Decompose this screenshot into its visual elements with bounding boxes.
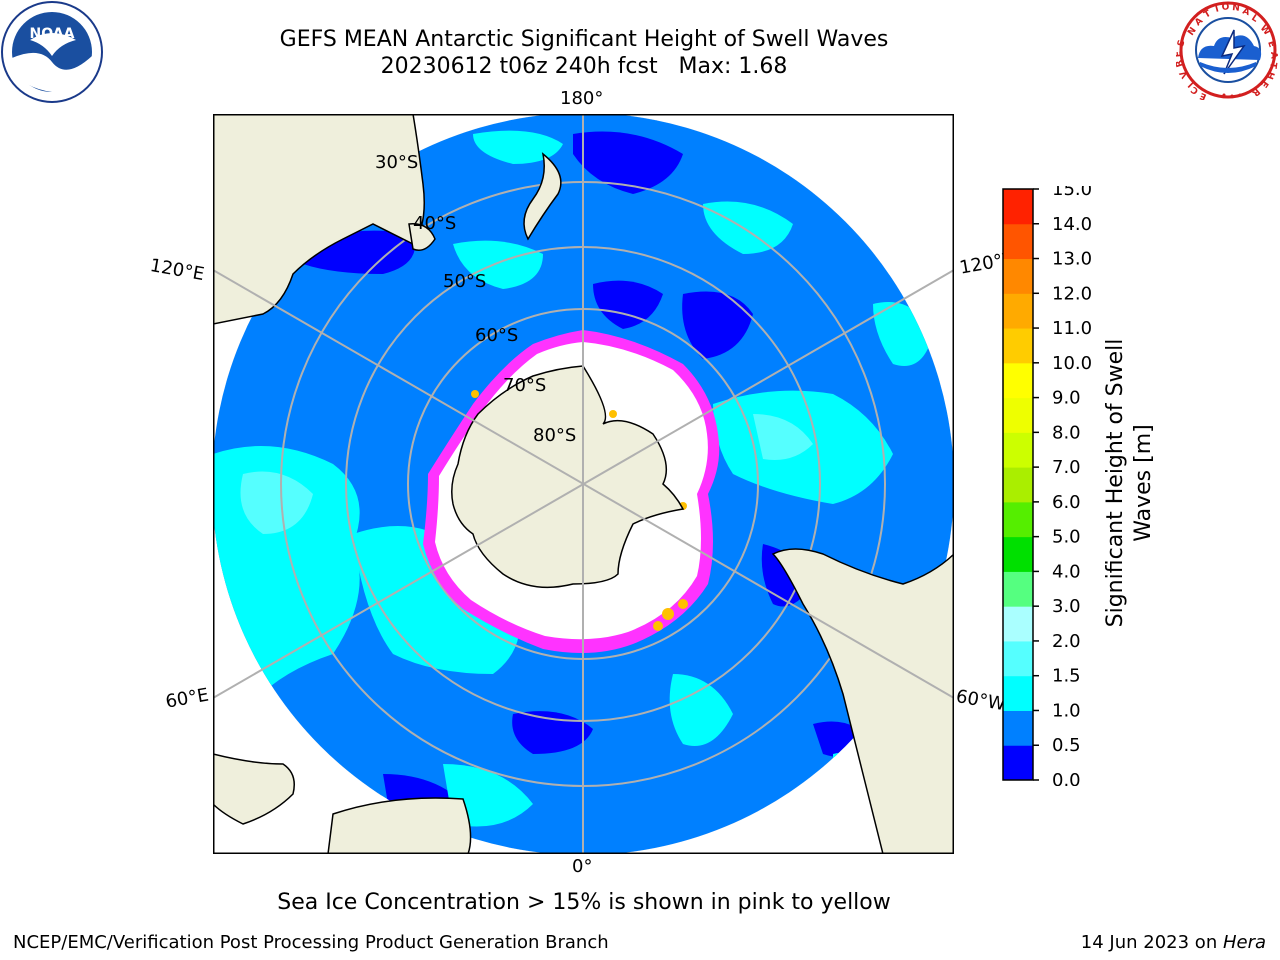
colorbar-tick-label: 1.5 [1052,666,1081,687]
colorbar-segment [1003,710,1033,746]
title-line-1: GEFS MEAN Antarctic Significant Height o… [279,27,889,52]
colorbar-tick-label: 5.0 [1052,527,1081,548]
svg-text:A: A [1241,6,1251,18]
colorbar-tick-label: 12.0 [1052,283,1092,304]
svg-text:E: E [1176,51,1184,58]
colorbar-tick-label: 7.0 [1052,457,1081,478]
colorbar-segment [1003,432,1033,468]
colorbar-segment [1003,606,1033,642]
colorbar-segment [1003,536,1033,572]
colorbar-label: Significant Height of Swell Waves [m] [1100,186,1160,780]
colorbar-tick-label: 1.0 [1052,700,1081,721]
colorbar-tick-label: 14.0 [1052,214,1092,235]
svg-text:E: E [1258,78,1270,89]
latitude-labels: 30°S 40°S 50°S 60°S 70°S 80°S [375,152,576,446]
svg-text:A: A [1268,51,1279,59]
polar-map: 30°S 40°S 50°S 60°S 70°S 80°S [213,114,954,854]
colorbar-segment [1003,397,1033,433]
swell-light-cyan-patches [240,414,813,534]
land-masses [213,114,954,854]
colorbar-segment [1003,189,1033,225]
lat-label-40s: 40°S [413,213,456,234]
colorbar-tick-label: 0.0 [1052,770,1081,786]
colorbar-tick-label: 4.0 [1052,561,1081,582]
noaa-logo: NOAA [1,1,103,103]
colorbar-tick-label: 13.0 [1052,249,1092,270]
lat-label-50s: 50°S [443,271,486,292]
colorbar-tick-label: 6.0 [1052,492,1081,513]
svg-text:L: L [1249,13,1259,25]
nws-logo: N A T I O N A L W E A T H E R S E R V I … [1176,1,1279,100]
colorbar: 0.0 0.5 1.0 1.5 2.0 3.0 4.0 5.0 6.0 7.0 8.0 9.0 10.0… [1002,186,1092,786]
svg-text:A: A [1193,16,1205,28]
colorbar-tick-label: 2.0 [1052,631,1081,652]
svg-text:V: V [1178,68,1190,79]
svg-text:S: S [1176,39,1187,48]
title-line-2: 20230612 t06z 240h fcst Max: 1.68 [380,54,788,79]
svg-text:E: E [1199,90,1208,100]
generation-date: 14 Jun 2023 on Hera [1081,932,1266,953]
colorbar-segment [1003,571,1033,607]
lon-label-120e: 120°E [148,255,206,286]
colorbar-label-line2: Waves [m] [1131,424,1156,541]
lon-label-180: 180° [560,88,604,109]
colorbar-tick-label: 3.0 [1052,596,1081,617]
sea-ice-note: Sea Ice Concentration > 15% is shown in … [277,890,891,915]
lat-label-70s: 70°S [503,375,546,396]
svg-text:I: I [1214,4,1220,15]
svg-text:T: T [1267,62,1278,70]
colorbar-segment [1003,675,1033,711]
colorbar-segment [1003,258,1033,294]
colorbar-segment [1003,745,1033,781]
svg-text:R: R [1250,86,1262,98]
svg-text:N: N [1232,3,1241,14]
svg-text:R: R [1176,58,1186,68]
colorbar-tick-label: 11.0 [1052,318,1092,339]
svg-text:C: C [1189,84,1200,96]
colorbar-segment [1003,328,1033,364]
lat-label-30s: 30°S [375,152,418,173]
colorbar-tick-label: 0.5 [1052,735,1081,756]
svg-text:NOAA: NOAA [30,26,75,42]
colorbar-segment [1003,362,1033,399]
lat-label-60s: 60°S [475,325,518,346]
lon-label-60e: 60°E [164,684,211,713]
colorbar-segment [1003,293,1033,329]
colorbar-tick-label: 15.0 [1052,186,1092,200]
antarctica [451,365,685,589]
producer-credit: NCEP/EMC/Verification Post Processing Pr… [13,932,609,953]
svg-text:O: O [1221,2,1230,13]
colorbar-label-line1: Significant Height of Swell [1103,339,1128,628]
colorbar-tick-label: 10.0 [1052,353,1092,374]
colorbar-tick-label: 9.0 [1052,388,1081,409]
svg-text:T: T [1203,8,1214,20]
colorbar-segment [1003,640,1033,677]
colorbar-segment [1003,223,1033,260]
generation-date-text: 14 Jun 2023 on [1080,932,1223,953]
colorbar-segment [1003,501,1033,538]
colorbar-tick-label: 8.0 [1052,422,1081,443]
svg-text:N: N [1186,26,1199,38]
svg-text:H: H [1264,70,1276,81]
svg-text:E: E [1265,40,1276,49]
host-name: Hera [1222,932,1266,953]
map-title: GEFS MEAN Antarctic Significant Height o… [0,26,1168,80]
meridians [213,114,954,854]
colorbar-segment [1003,467,1033,503]
svg-text:I: I [1187,80,1196,89]
lon-label-0: 0° [572,856,593,877]
lat-label-80s: 80°S [533,425,576,446]
